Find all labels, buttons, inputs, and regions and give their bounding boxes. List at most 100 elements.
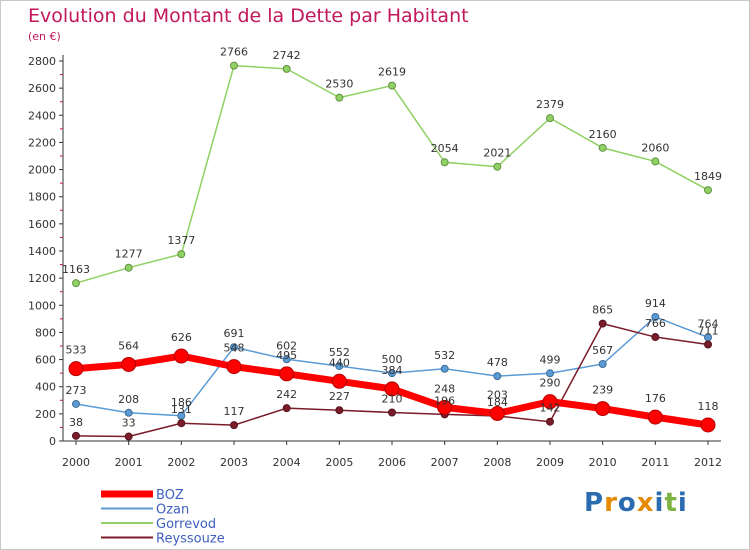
data-point-ozan (651, 312, 660, 321)
data-label-gorrevod: 2530 (325, 78, 353, 91)
data-label-ozan: 499 (540, 353, 561, 366)
data-label-boz: 626 (171, 331, 192, 344)
data-point-gorrevod (546, 114, 554, 123)
data-point-boz (331, 373, 347, 389)
data-label-reyssouze: 38 (69, 416, 83, 429)
data-point-gorrevod (651, 157, 660, 166)
data-point-reyssouze (282, 404, 291, 413)
data-label-gorrevod: 2060 (641, 141, 669, 154)
data-label-gorrevod: 1163 (62, 263, 90, 276)
x-tick-label: 2007 (431, 456, 459, 469)
data-point-reyssouze (335, 406, 344, 415)
y-tick-label: 200 (35, 408, 56, 421)
logo-letter: x (636, 488, 655, 518)
data-point-gorrevod (388, 81, 396, 90)
y-tick-label: 2000 (28, 164, 56, 177)
y-tick-label: 800 (35, 326, 56, 339)
y-tick-label: 2400 (28, 109, 56, 122)
data-point-boz (647, 409, 663, 425)
x-tick-label: 2005 (325, 456, 353, 469)
y-tick-label: 1400 (28, 245, 56, 258)
data-label-gorrevod: 2160 (589, 128, 617, 141)
y-tick-label: 1200 (28, 272, 56, 285)
x-tick-label: 2002 (167, 456, 195, 469)
data-label-reyssouze: 766 (645, 317, 666, 330)
legend-label-boz: BOZ (156, 488, 184, 503)
data-label-gorrevod: 2766 (220, 46, 248, 59)
y-tick-label: 600 (35, 354, 56, 367)
x-tick-label: 2009 (536, 456, 564, 469)
legend-label-gorrevod: Gorrevod (156, 517, 216, 532)
data-point-ozan (440, 364, 449, 373)
data-point-ozan (388, 369, 396, 378)
data-label-reyssouze: 117 (224, 405, 245, 418)
data-label-boz: 384 (382, 364, 403, 377)
data-label-ozan: 914 (645, 297, 666, 310)
data-label-reyssouze: 184 (487, 396, 508, 409)
data-label-reyssouze: 227 (329, 390, 350, 403)
y-tick-label: 400 (35, 381, 56, 394)
data-point-gorrevod (335, 93, 344, 102)
data-label-boz: 564 (118, 339, 139, 352)
data-label-reyssouze: 865 (592, 304, 613, 317)
logo-letter: o (617, 488, 637, 518)
data-label-boz: 290 (540, 377, 561, 390)
data-label-ozan: 602 (276, 339, 297, 352)
data-point-gorrevod (440, 158, 449, 167)
data-label-reyssouze: 142 (540, 402, 561, 415)
data-point-boz (68, 361, 84, 377)
data-point-ozan (230, 343, 238, 352)
data-point-reyssouze (177, 419, 186, 428)
data-point-boz (173, 348, 189, 364)
y-tick-label: 2200 (28, 136, 56, 149)
data-point-ozan (335, 362, 344, 371)
data-label-ozan: 478 (487, 356, 508, 369)
data-point-reyssouze (598, 319, 607, 328)
data-label-ozan: 552 (329, 346, 350, 359)
data-label-boz: 203 (487, 388, 508, 401)
data-point-boz (542, 394, 558, 410)
data-point-reyssouze (124, 432, 133, 441)
data-label-ozan: 186 (171, 396, 192, 409)
x-tick-label: 2000 (62, 456, 90, 469)
data-point-gorrevod (704, 186, 712, 195)
x-tick-label: 2008 (483, 456, 511, 469)
data-label-ozan: 500 (382, 353, 403, 366)
logo-letter: P (584, 488, 605, 518)
data-point-reyssouze (546, 417, 554, 426)
data-label-ozan: 691 (224, 327, 245, 340)
data-point-reyssouze (72, 431, 80, 440)
x-tick-label: 2012 (694, 456, 722, 469)
data-label-ozan: 273 (66, 384, 87, 397)
data-label-gorrevod: 2742 (273, 49, 301, 62)
data-point-gorrevod (72, 279, 80, 288)
data-label-reyssouze: 196 (434, 394, 455, 407)
data-label-gorrevod: 2619 (378, 66, 406, 79)
data-label-boz: 239 (592, 384, 613, 397)
data-point-boz (595, 401, 611, 417)
data-label-boz: 118 (698, 400, 719, 413)
y-tick-label: 1800 (28, 191, 56, 204)
y-tick-label: 2600 (28, 82, 56, 95)
data-label-reyssouze: 711 (698, 325, 719, 338)
y-tick-label: 0 (49, 435, 56, 448)
x-tick-label: 2010 (589, 456, 617, 469)
data-label-gorrevod: 1377 (167, 234, 195, 247)
data-label-boz: 495 (276, 349, 297, 362)
data-label-reyssouze: 131 (171, 403, 192, 416)
x-tick-label: 2006 (378, 456, 406, 469)
logo-letter: i (677, 488, 688, 518)
data-point-gorrevod (282, 64, 291, 73)
data-label-reyssouze: 33 (122, 417, 136, 430)
data-point-ozan (282, 355, 291, 364)
data-point-reyssouze (704, 340, 712, 349)
x-tick-label: 2001 (115, 456, 143, 469)
legend-label-ozan: Ozan (156, 503, 189, 518)
data-point-gorrevod (493, 162, 502, 171)
logo-letter: r (604, 488, 618, 518)
logo-letter: i (654, 488, 665, 518)
y-tick-label: 2800 (28, 55, 56, 68)
data-point-reyssouze (230, 421, 238, 430)
